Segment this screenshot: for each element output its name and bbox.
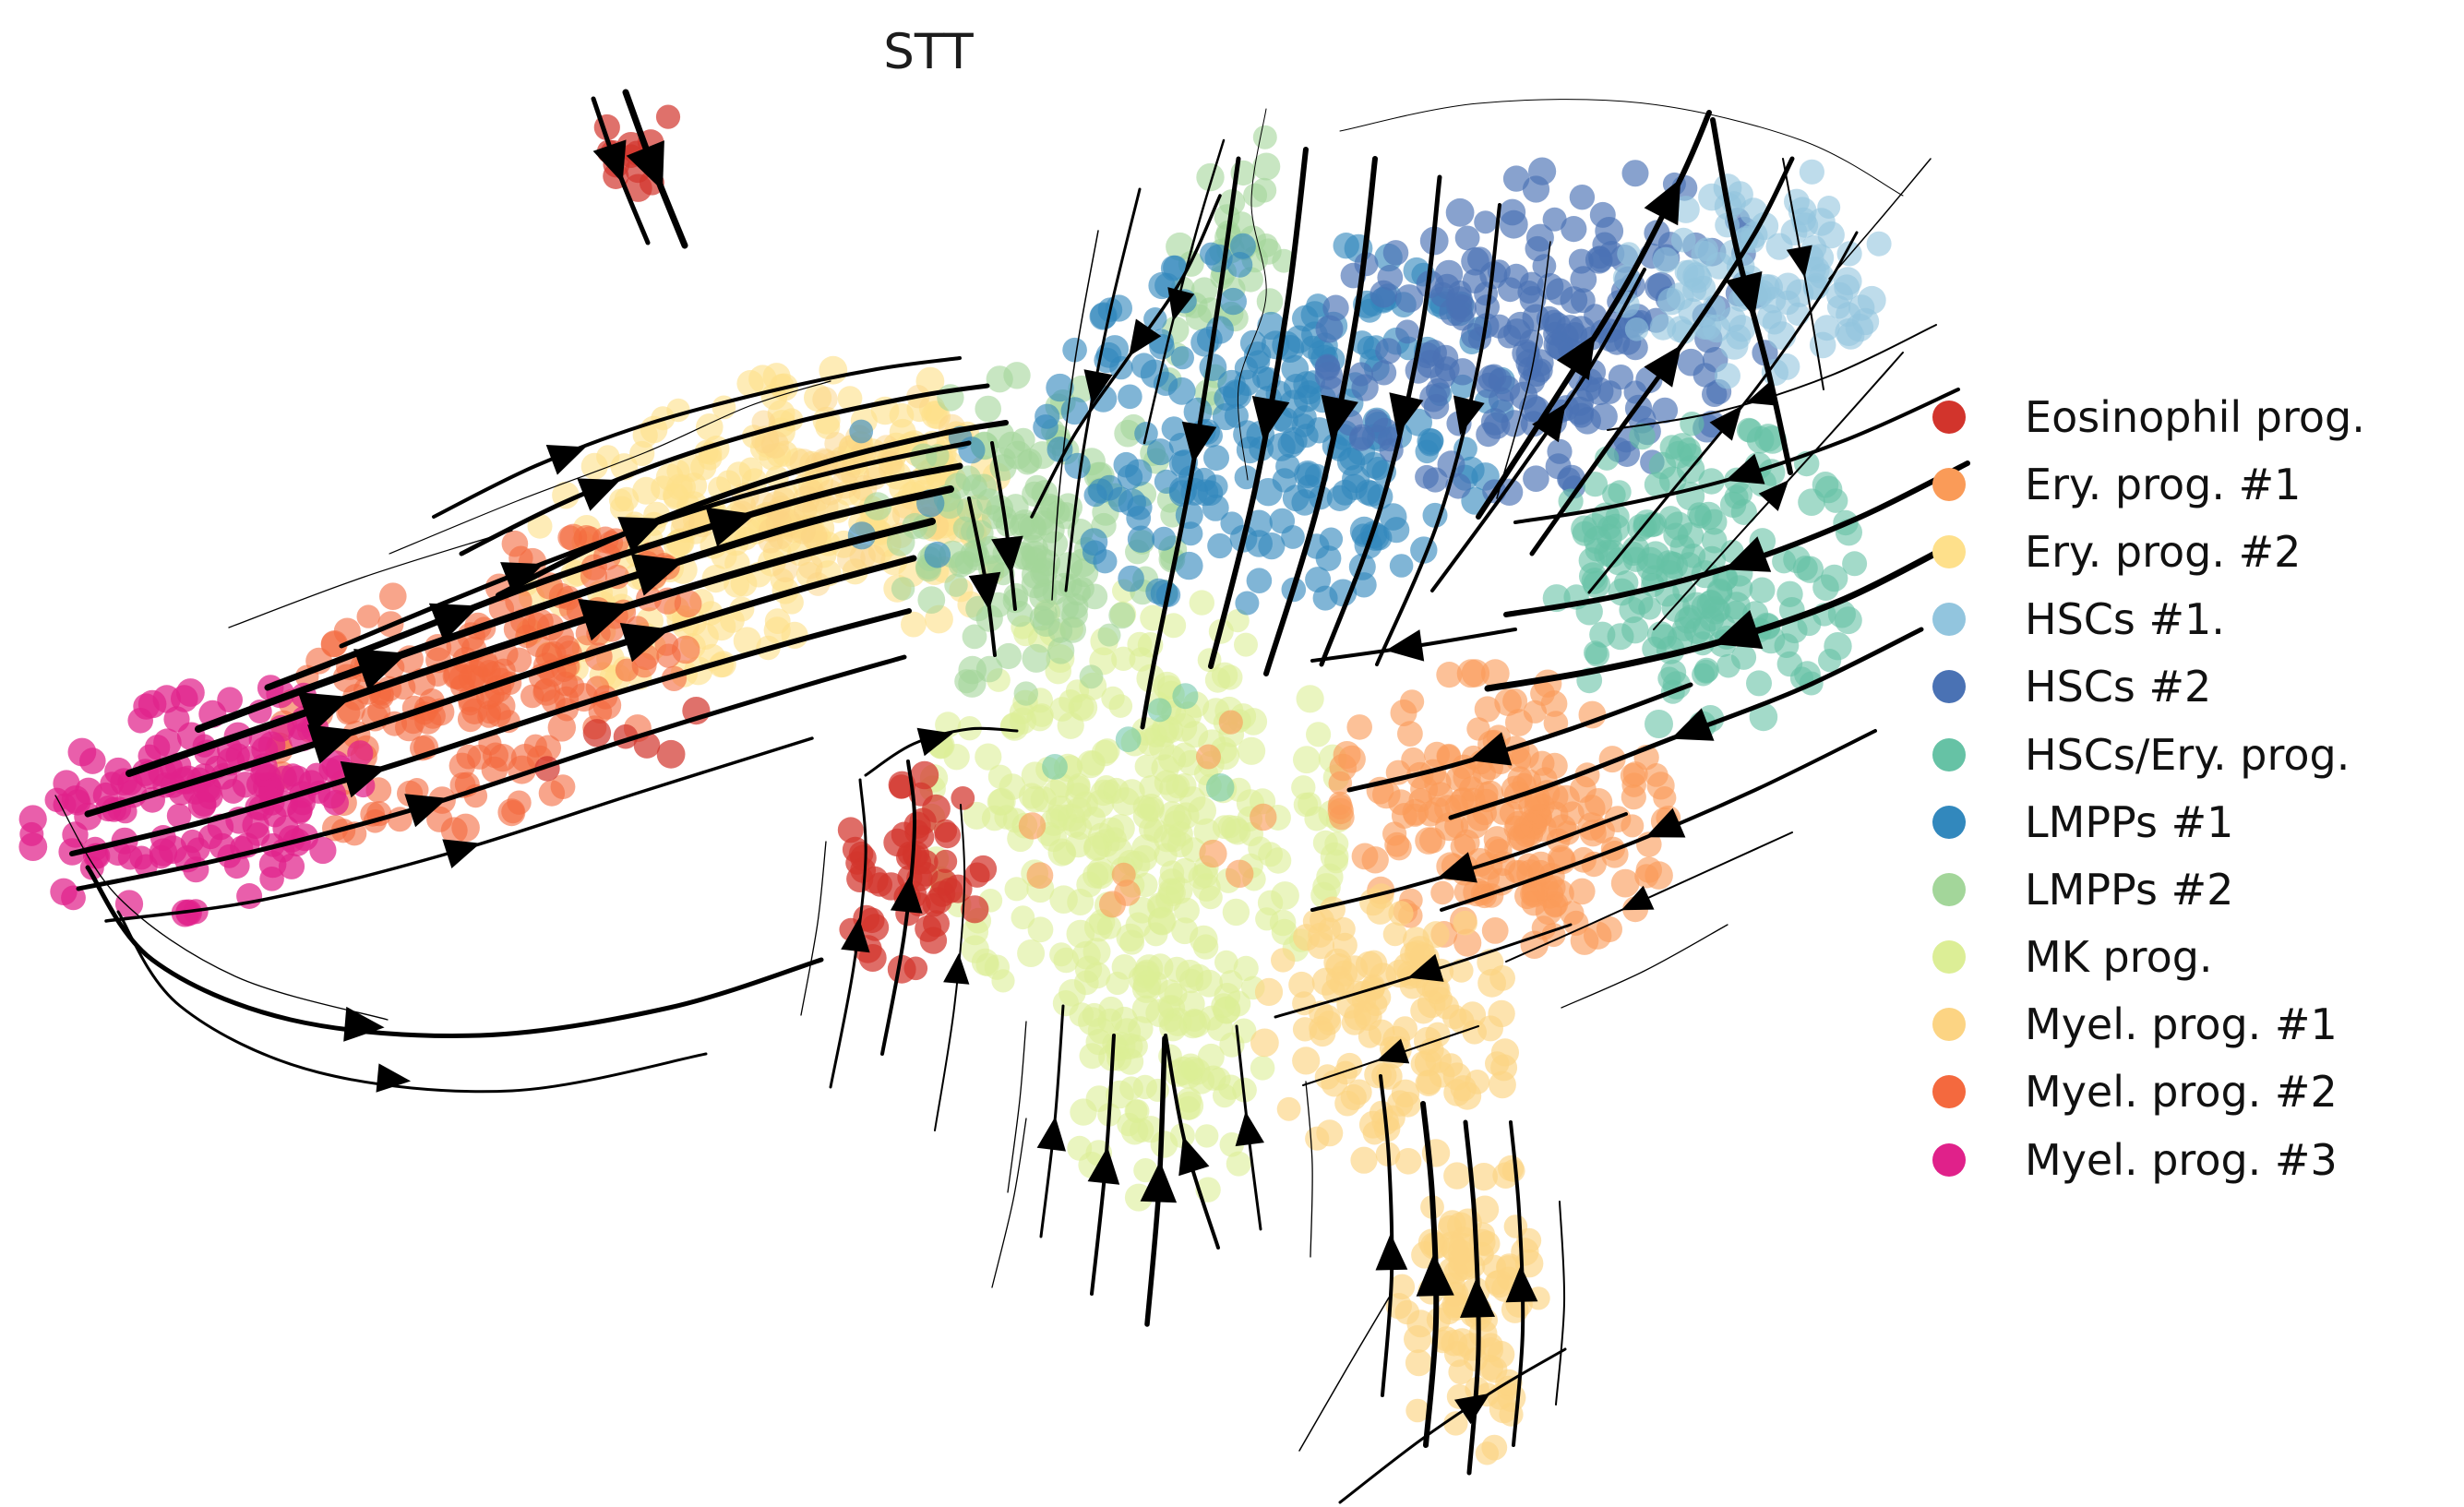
legend-marker-icon [1932, 534, 1966, 568]
legend-label: Ery. prog. #1 [2025, 459, 2302, 509]
legend-marker-icon [1932, 1075, 1966, 1109]
legend-marker-icon [1932, 737, 1966, 771]
legend-item: Myel. prog. #3 [1932, 1126, 2365, 1193]
plot-title: STT [883, 24, 974, 80]
legend-marker-icon [1932, 940, 1966, 975]
legend-item: MK prog. [1932, 924, 2365, 991]
legend-label: HSCs #1. [2025, 594, 2225, 645]
legend-label: Myel. prog. #3 [2025, 1134, 2338, 1185]
legend-label: LMPPs #2 [2025, 864, 2234, 915]
legend-marker-icon [1932, 1008, 1966, 1042]
legend-item: Myel. prog. #2 [1932, 1058, 2365, 1126]
legend-marker-icon [1932, 1142, 1966, 1177]
legend-marker-icon [1932, 467, 1966, 501]
legend-item: HSCs #2 [1932, 653, 2365, 721]
legend-item: Myel. prog. #1 [1932, 991, 2365, 1058]
legend-item: Ery. prog. #2 [1932, 518, 2365, 585]
legend-label: MK prog. [2025, 932, 2213, 983]
legend: Eosinophil prog. Ery. prog. #1 Ery. prog. … [1932, 383, 2365, 1193]
legend-marker-icon [1932, 805, 1966, 839]
legend-label: LMPPs #1 [2025, 796, 2234, 847]
legend-label: Eosinophil prog. [2025, 391, 2365, 442]
legend-marker-icon [1932, 670, 1966, 704]
legend-marker-icon [1932, 603, 1966, 637]
legend-item: HSCs/Ery. prog. [1932, 721, 2365, 788]
legend-item: LMPPs #1 [1932, 788, 2365, 855]
legend-label: HSCs #2 [2025, 662, 2212, 712]
legend-item: Eosinophil prog. [1932, 383, 2365, 450]
legend-marker-icon [1932, 872, 1966, 906]
legend-item: HSCs #1. [1932, 586, 2365, 653]
legend-item: Ery. prog. #1 [1932, 450, 2365, 518]
legend-label: Myel. prog. #1 [2025, 999, 2338, 1050]
legend-label: HSCs/Ery. prog. [2025, 729, 2350, 780]
legend-label: Myel. prog. #2 [2025, 1067, 2338, 1118]
legend-marker-icon [1932, 400, 1966, 434]
streamline-arrowheads [297, 139, 1812, 1425]
legend-label: Ery. prog. #2 [2025, 526, 2302, 577]
legend-item: LMPPs #2 [1932, 855, 2365, 923]
